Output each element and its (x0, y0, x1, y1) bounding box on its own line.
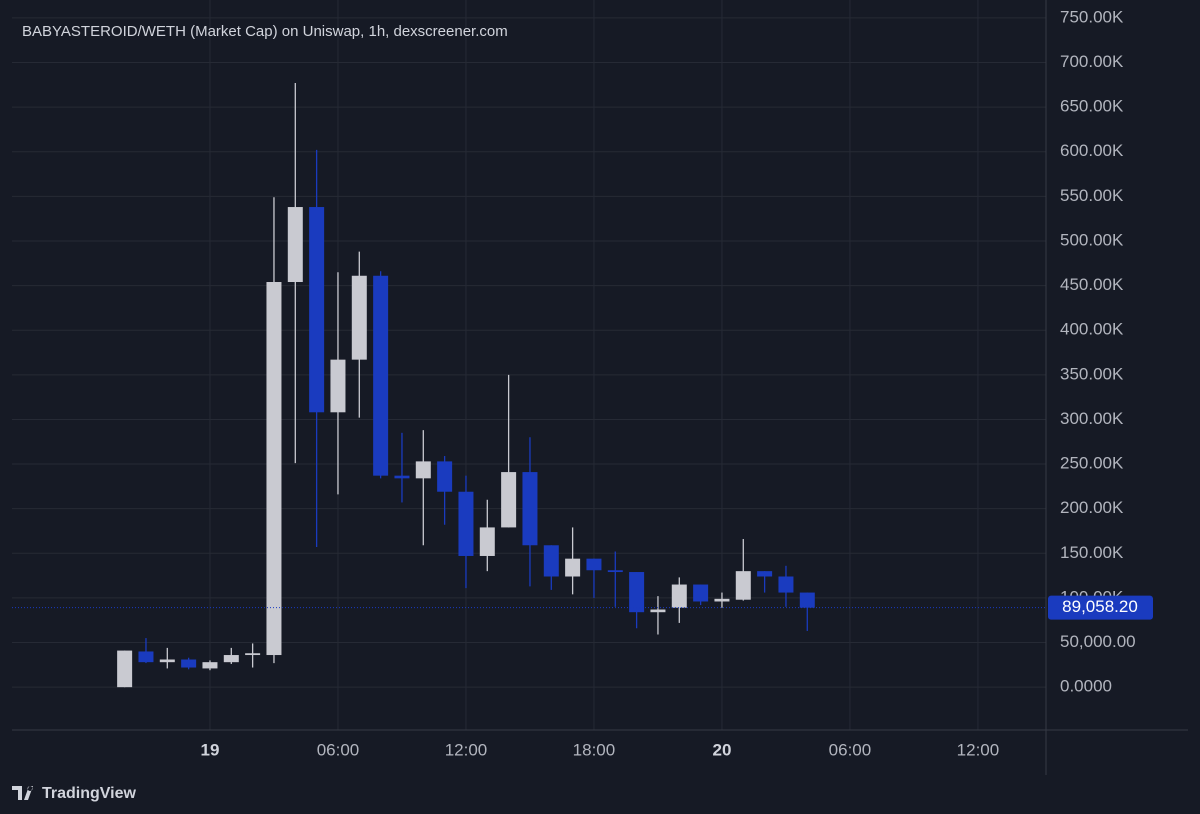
candle-body (671, 584, 687, 608)
candle-body (245, 653, 261, 656)
candle-body (394, 475, 410, 479)
chart-title: BABYASTEROID/WETH (Market Cap) on Uniswa… (22, 23, 508, 40)
candles (117, 82, 815, 688)
candle-body (799, 592, 815, 608)
candle-body (287, 207, 303, 283)
x-tick-label: 20 (712, 740, 731, 759)
y-tick-label: 250.00K (1060, 454, 1124, 473)
candle-body (501, 472, 517, 528)
candle-body (159, 659, 175, 663)
y-tick-label: 600.00K (1060, 141, 1124, 160)
candle-body (543, 545, 559, 577)
candle-body (138, 651, 154, 663)
candle-body (565, 558, 581, 577)
candle-body (330, 359, 346, 413)
candle-body (693, 584, 709, 602)
y-tick-label: 700.00K (1060, 52, 1124, 71)
candle-body (266, 282, 282, 656)
candle-body (650, 609, 666, 613)
candle-body (479, 527, 495, 556)
x-tick-label: 18:00 (573, 740, 616, 759)
y-tick-label: 350.00K (1060, 364, 1124, 383)
candle-body (458, 491, 474, 556)
candle-body (714, 598, 730, 602)
candle-body (351, 275, 367, 360)
y-tick-label: 400.00K (1060, 320, 1124, 339)
x-tick-label: 12:00 (957, 740, 1000, 759)
logo: TradingView (12, 785, 137, 802)
y-tick-label: 750.00K (1060, 7, 1124, 26)
candle-body (117, 650, 133, 688)
candle-body (202, 662, 218, 669)
candle-body (373, 275, 389, 476)
candle-body (437, 461, 453, 492)
candle-body (309, 207, 325, 413)
candle-body (586, 558, 602, 571)
x-tick-label: 06:00 (829, 740, 872, 759)
last-price-box (1048, 595, 1153, 620)
y-tick-label: 500.00K (1060, 230, 1124, 249)
y-tick-label: 300.00K (1060, 409, 1124, 428)
y-tick-label: 550.00K (1060, 186, 1124, 205)
candle-body (629, 572, 645, 613)
candle-body (778, 576, 794, 593)
candle-body (607, 570, 623, 573)
logo-icon (12, 786, 33, 800)
candle-body (415, 461, 431, 479)
y-tick-label: 650.00K (1060, 97, 1124, 116)
x-tick-label: 19 (201, 740, 220, 759)
candle-body (735, 571, 751, 600)
candle-body (223, 655, 239, 663)
last-price-label: 89,058.20 (1062, 597, 1138, 616)
x-tick-label: 12:00 (445, 740, 488, 759)
y-tick-label: 50,000.00 (1060, 632, 1136, 651)
candle-body (522, 472, 538, 546)
y-tick-label: 200.00K (1060, 498, 1124, 517)
y-tick-label: 450.00K (1060, 275, 1124, 294)
candle-body (757, 571, 773, 577)
x-tick-label: 06:00 (317, 740, 360, 759)
brand: TradingView (42, 785, 137, 802)
y-tick-label: 150.00K (1060, 543, 1124, 562)
y-tick-label: 0.0000 (1060, 677, 1112, 696)
candle-body (181, 659, 197, 668)
